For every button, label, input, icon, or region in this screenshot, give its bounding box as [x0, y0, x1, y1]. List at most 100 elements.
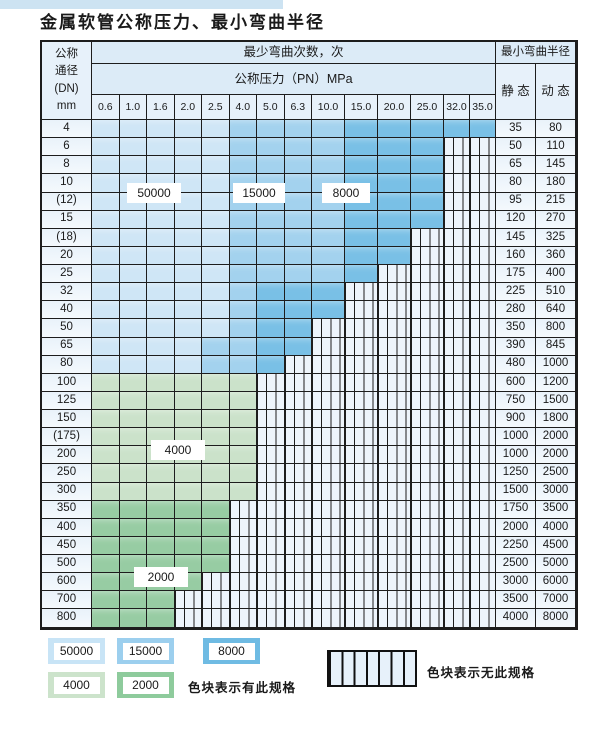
no-spec-cell: [411, 446, 444, 465]
dn-cell: 40: [42, 301, 92, 320]
region-cell-E: [92, 518, 120, 537]
region-cell-L: [147, 138, 175, 157]
region-cell-M: [312, 138, 345, 157]
no-spec-cell: [444, 518, 470, 537]
legend-chip-15000: 15000: [117, 638, 174, 664]
region-cell-G: [147, 464, 175, 483]
region-cell-G: [92, 373, 120, 392]
dn-cell: 250: [42, 464, 92, 483]
no-spec-cell: [312, 410, 345, 429]
region-cell-G: [174, 373, 202, 392]
no-spec-cell: [312, 464, 345, 483]
region-cell-L: [174, 174, 202, 193]
pressure-tick-cell: 32.0: [444, 95, 470, 120]
dn-cell: 125: [42, 391, 92, 410]
no-spec-cell: [444, 319, 470, 338]
dynamic-value-cell: 510: [536, 283, 576, 302]
dn-cell: 150: [42, 410, 92, 429]
no-spec-cell: [345, 555, 378, 574]
dn-cell: 20: [42, 246, 92, 265]
dn-cell: 10: [42, 174, 92, 193]
no-spec-cell: [378, 464, 411, 483]
no-spec-cell: [444, 591, 470, 610]
region-cell-D: [411, 120, 444, 139]
no-spec-cell: [470, 373, 496, 392]
static-value-cell: 50: [496, 138, 536, 157]
no-spec-cell: [470, 500, 496, 519]
no-spec-cell: [411, 246, 444, 265]
region-cell-E: [174, 518, 202, 537]
region-cell-D: [284, 283, 312, 302]
region-cell-G: [202, 464, 230, 483]
region-cell-D: [284, 337, 312, 356]
dynamic-value-cell: 80: [536, 120, 576, 139]
region-cell-L: [119, 283, 147, 302]
dynamic-value-cell: 1800: [536, 410, 576, 429]
region-cell-L: [119, 156, 147, 175]
region-cell-E: [119, 609, 147, 628]
region-label-50000: 50000: [127, 183, 181, 203]
region-cell-L: [174, 283, 202, 302]
region-cell-G: [119, 428, 147, 447]
dynamic-value-cell: 2000: [536, 428, 576, 447]
pressure-tick-cell: 4.0: [229, 95, 257, 120]
static-value-cell: 80: [496, 174, 536, 193]
no-spec-cell: [378, 555, 411, 574]
region-cell-L: [119, 265, 147, 284]
no-spec-cell: [378, 573, 411, 592]
no-spec-cell: [345, 573, 378, 592]
region-cell-L: [119, 319, 147, 338]
region-cell-G: [202, 410, 230, 429]
no-spec-cell: [378, 518, 411, 537]
region-cell-L: [202, 210, 230, 229]
region-cell-G: [174, 410, 202, 429]
no-spec-cell: [257, 500, 285, 519]
no-spec-cell: [229, 573, 257, 592]
legend-chip-value: 50000: [53, 642, 100, 660]
no-spec-cell: [411, 555, 444, 574]
no-spec-cell: [345, 500, 378, 519]
region-cell-M: [284, 120, 312, 139]
region-cell-L: [92, 301, 120, 320]
no-spec-cell: [470, 609, 496, 628]
region-cell-G: [202, 428, 230, 447]
pressure-tick-cell: 1.0: [119, 95, 147, 120]
region-cell-G: [119, 410, 147, 429]
dynamic-value-cell: 4500: [536, 536, 576, 555]
no-spec-cell: [444, 210, 470, 229]
no-spec-cell: [470, 555, 496, 574]
region-cell-E: [174, 536, 202, 555]
region-cell-G: [229, 446, 257, 465]
region-cell-E: [92, 536, 120, 555]
dn-cell: 100: [42, 373, 92, 392]
region-cell-L: [92, 265, 120, 284]
region-cell-D: [345, 228, 378, 247]
no-spec-cell: [257, 573, 285, 592]
no-spec-cell: [202, 573, 230, 592]
pressure-tick-cell: 35.0: [470, 95, 496, 120]
region-cell-M: [284, 246, 312, 265]
no-spec-cell: [378, 391, 411, 410]
pressure-bend-table: 公称 通径 (DN) mm 最少弯曲次数，次 最小弯曲半径 公称压力（PN）MP…: [40, 40, 578, 630]
dynamic-value-cell: 640: [536, 301, 576, 320]
no-spec-cell: [378, 446, 411, 465]
pressure-tick-cell: 25.0: [411, 95, 444, 120]
region-cell-L: [202, 174, 230, 193]
no-spec-cell: [444, 355, 470, 374]
dynamic-value-cell: 5000: [536, 555, 576, 574]
region-cell-D: [378, 120, 411, 139]
no-spec-cell: [312, 391, 345, 410]
region-cell-E: [202, 555, 230, 574]
region-cell-G: [119, 373, 147, 392]
dn-cell: 450: [42, 536, 92, 555]
region-cell-G: [92, 410, 120, 429]
dynamic-value-cell: 845: [536, 337, 576, 356]
region-cell-E: [147, 591, 175, 610]
dynamic-value-cell: 270: [536, 210, 576, 229]
region-cell-G: [92, 428, 120, 447]
region-cell-L: [147, 355, 175, 374]
region-label-4000: 4000: [151, 440, 205, 460]
no-spec-cell: [257, 555, 285, 574]
legend-chip-value: 15000: [122, 642, 169, 660]
region-cell-G: [202, 391, 230, 410]
